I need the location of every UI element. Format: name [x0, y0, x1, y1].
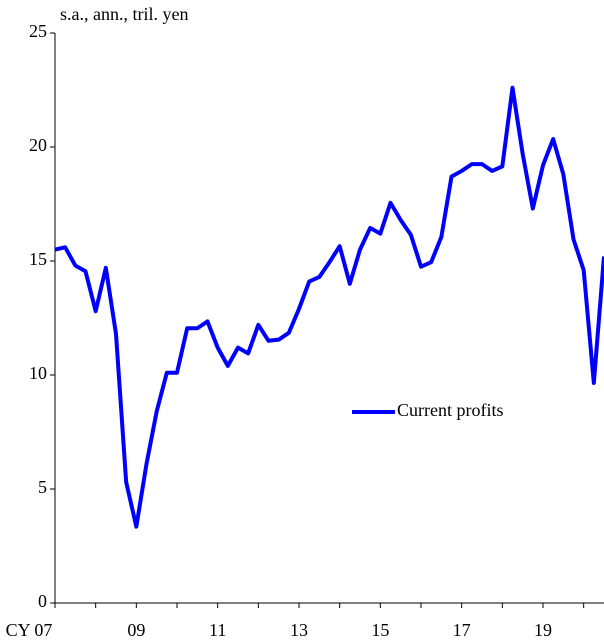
x-tick-label: CY 07 [6, 620, 53, 640]
y-tick-label: 10 [29, 363, 47, 383]
y-tick-label: 20 [29, 135, 47, 155]
x-tick-label: 15 [371, 620, 389, 640]
y-tick-label: 15 [29, 249, 47, 269]
x-tick-label: 13 [290, 620, 308, 640]
x-tick-label: 17 [453, 620, 471, 640]
legend-label: Current profits [397, 400, 503, 420]
y-axis-label: s.a., ann., tril. yen [60, 4, 188, 24]
x-tick-label: 09 [127, 620, 145, 640]
y-tick-label: 5 [38, 477, 47, 497]
y-tick-label: 0 [38, 591, 47, 611]
y-tick-label: 25 [29, 21, 47, 41]
x-tick-label: 19 [534, 620, 552, 640]
data-line [54, 85, 604, 529]
x-tick-label: 11 [209, 620, 226, 640]
